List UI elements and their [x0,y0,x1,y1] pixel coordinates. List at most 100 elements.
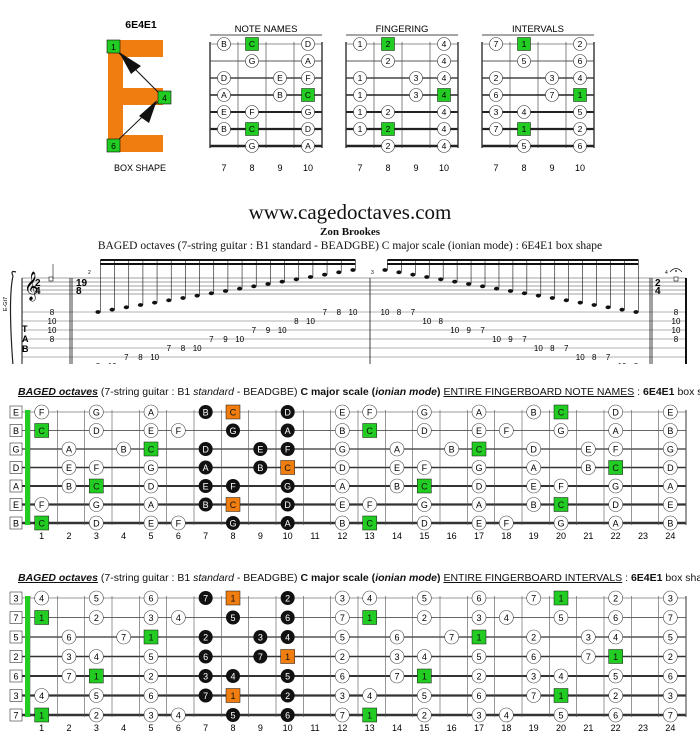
note-label: D [530,445,537,455]
note-label: C [366,519,373,529]
note-marker [171,423,186,438]
note-head [619,307,625,312]
note-label: 6 [394,633,399,643]
fret-number: 22 [611,723,621,733]
note-label: 6 [613,613,618,623]
note-label: A [148,408,154,418]
note-label: 7 [258,652,263,662]
box-note-marker [198,497,213,512]
tab-fret: 8 [181,344,186,353]
site-url[interactable]: www.cagedoctaves.com [248,200,452,224]
note-label: G [147,463,154,473]
note-label: G [421,408,428,418]
note-marker [608,423,623,438]
tab-fret: 9 [266,326,271,335]
note-head [237,286,243,291]
note-marker [471,497,487,512]
note-marker [608,629,623,645]
fret-number: 9 [277,163,282,173]
note-marker [489,88,503,102]
note-label: 5 [668,633,673,643]
fret-number: 24 [665,531,675,541]
root-marker [608,460,623,475]
note-marker [573,139,587,153]
note-label: 3 [550,73,555,83]
tab-fret: 10 [278,326,287,335]
open-string-label: 2 [13,652,18,662]
note-marker [553,515,569,531]
fret-number: 18 [501,723,511,733]
note-marker [335,590,350,606]
note-label: A [221,90,227,100]
note-marker [663,649,678,664]
note-marker [273,88,287,102]
fret-number: 16 [447,723,457,733]
fretboard-intervals-title: BAGED octaves (7-string guitar : B1 stan… [18,572,700,584]
fret-number: 11 [310,531,319,541]
note-marker [417,515,432,531]
note-marker [581,629,596,645]
note-label: 7 [550,90,555,100]
note-label: F [367,500,373,510]
root-marker [381,122,395,136]
note-head [137,303,144,307]
tab-fret: 7 [209,335,214,344]
nut-highlight [25,410,30,525]
note-marker [471,404,487,420]
note-head [563,298,569,303]
score-svg: E-Gt7𝄞24TAB81010819828107810781079107910… [3,259,687,371]
arrow-icon [139,100,157,123]
note-marker [335,668,350,684]
root-marker [471,629,487,645]
author-name: Zon Brookes [319,226,380,238]
note-label: A [613,426,619,436]
note-marker [444,441,459,457]
note-label: B [394,482,400,492]
note-label: 7 [668,711,673,721]
note-label: 4 [285,633,290,643]
note-label: B [449,445,455,455]
note-marker [362,497,377,512]
note-label: 3 [203,672,208,682]
box-note-marker [226,669,240,683]
note-label: G [557,426,564,436]
note-label: 2 [203,633,208,643]
fret-number: 12 [337,723,347,733]
note-marker [301,139,315,153]
note-label: 3 [476,613,481,623]
tab-fret: 10 [618,362,627,364]
tab-fret: 10 [150,353,159,362]
box-marker [106,138,121,153]
note-label: C [230,408,237,418]
note-head [438,277,444,282]
note-marker [608,478,623,494]
note-label: 1 [358,90,363,100]
note-label: 6 [203,652,208,662]
note-marker [663,610,678,625]
note-label: D [93,426,100,436]
note-marker [489,71,503,85]
note-label: 4 [558,672,563,682]
root-marker [225,404,241,420]
note-label: 6 [148,594,153,604]
fret-number: 9 [258,531,263,541]
note-label: E [476,519,482,529]
box-note-marker [198,405,213,419]
note-marker [171,515,186,531]
box-note-marker [253,649,268,664]
note-head [493,286,500,291]
box-marker [157,90,172,105]
tab-fret: 7 [252,326,257,335]
note-label: 1 [367,711,372,721]
tab-clef-letter: B [22,344,29,354]
measure-number: 3 [371,270,374,276]
note-label: E [339,408,345,418]
note-label: D [284,500,291,510]
tab-fret: 8 [550,344,555,353]
note-marker [61,441,77,457]
note-label: 1 [358,39,363,49]
open-string-marker [9,708,23,722]
note-label: C [93,482,100,492]
note-marker [526,688,541,703]
